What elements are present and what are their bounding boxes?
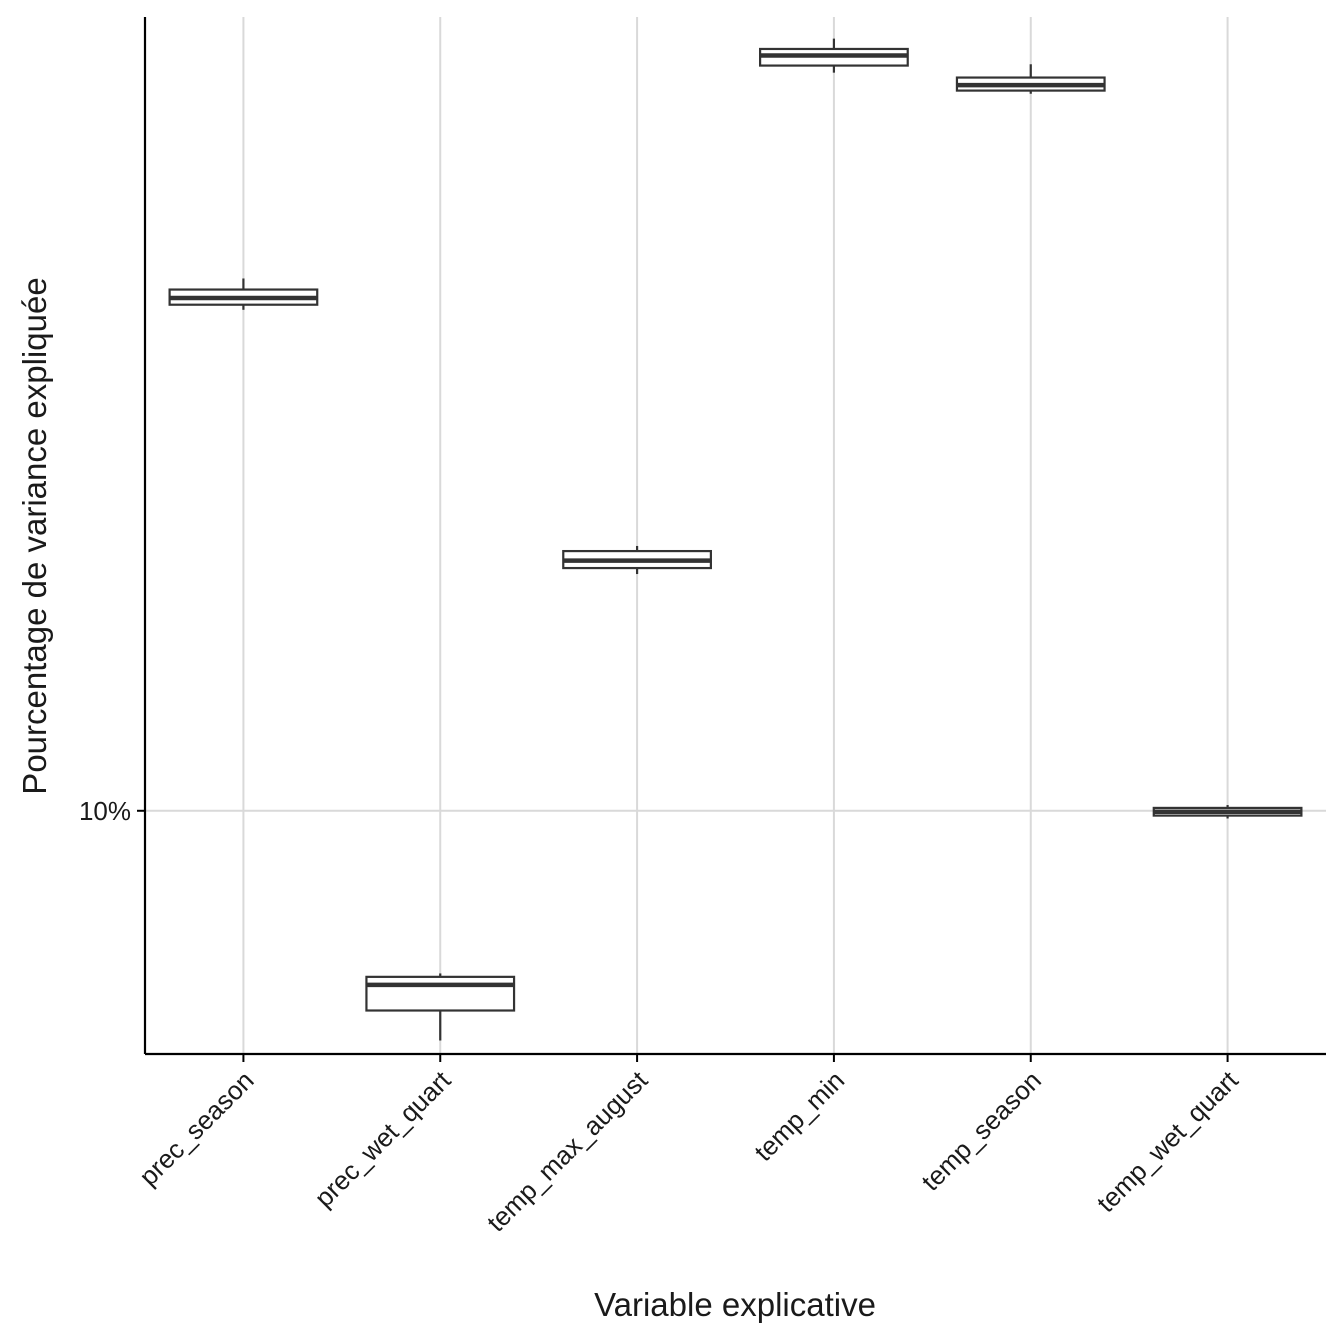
x-tick-label: temp_min (748, 1065, 850, 1167)
grid-lines (145, 17, 1326, 1054)
box-temp_min (759, 38, 909, 73)
x-tick-label: temp_wet_quart (1091, 1064, 1245, 1218)
x-tick-label: prec_wet_quart (309, 1064, 457, 1212)
boxes-layer (168, 38, 1303, 1041)
x-axis-ticks: prec_season prec_wet_quart temp_max_august… (133, 1054, 1244, 1237)
x-tick-label: prec_season (133, 1065, 259, 1191)
y-axis-ticks: 10% (79, 796, 145, 826)
x-tick-label: temp_max_august (481, 1064, 654, 1237)
y-tick-label: 10% (79, 796, 131, 826)
box-temp_max_august (562, 545, 712, 575)
box-prec_wet_quart (365, 973, 516, 1041)
x-tick-label: temp_season (915, 1065, 1047, 1197)
y-axis-title: Pourcentage de variance expliquée (16, 277, 53, 794)
box-prec_season (168, 278, 319, 310)
box-temp_wet_quart (1152, 805, 1303, 819)
box-temp_season (955, 64, 1106, 94)
box-iqr (365, 975, 516, 1012)
x-axis-title: Variable explicative (594, 1286, 876, 1323)
